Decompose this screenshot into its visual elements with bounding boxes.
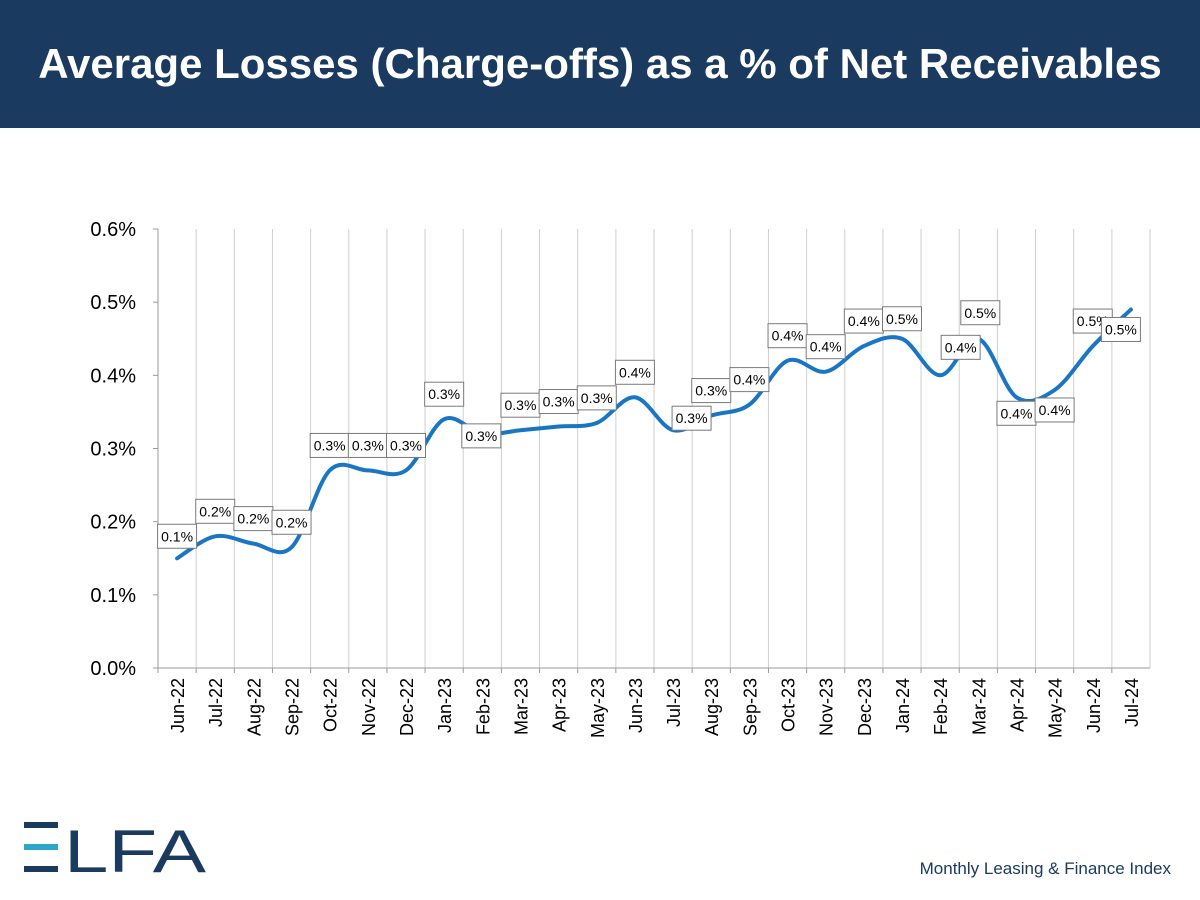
data-label: 0.3%	[465, 428, 497, 444]
data-label-box	[576, 385, 617, 411]
x-tick-label: Jul-22	[206, 678, 226, 727]
data-label: 0.3%	[314, 437, 346, 453]
x-tick-label: Aug-23	[702, 678, 722, 736]
page-title: Average Losses (Charge-offs) as a % of N…	[38, 40, 1162, 87]
x-tick-label: Nov-22	[359, 678, 379, 736]
data-label: 0.4%	[810, 339, 842, 355]
data-label-box	[960, 300, 1001, 326]
x-tick-label: Mar-24	[969, 678, 989, 735]
y-tick-label: 0.4%	[90, 365, 136, 387]
data-label-box	[1100, 316, 1141, 342]
data-label-box	[1034, 397, 1075, 423]
data-label: 0.5%	[1105, 321, 1137, 337]
data-label-box	[671, 405, 712, 431]
data-label-box	[614, 359, 655, 385]
data-label-box	[386, 432, 426, 458]
y-tick-label: 0.2%	[90, 512, 136, 534]
x-tick-label: Dec-23	[855, 678, 875, 736]
x-tick-label: Nov-23	[817, 678, 837, 736]
data-label-box	[347, 432, 388, 458]
data-label: 0.5%	[1077, 313, 1109, 329]
x-tick-label: May-23	[588, 678, 608, 738]
x-tick-label: Jul-23	[664, 678, 684, 727]
data-label-box	[461, 423, 502, 449]
data-label: 0.3%	[581, 390, 613, 406]
data-label: 0.4%	[848, 313, 880, 329]
data-label: 0.1%	[161, 528, 193, 544]
data-label: 0.2%	[276, 514, 308, 530]
data-label-box	[691, 378, 732, 404]
data-label: 0.4%	[945, 339, 977, 355]
footer-index-name: Monthly Leasing & Finance Index	[919, 859, 1171, 878]
x-tick-label: Jun-24	[1084, 678, 1104, 733]
data-label: 0.4%	[772, 328, 804, 344]
x-tick-label: Sep-22	[283, 678, 303, 736]
y-tick-label: 0.3%	[90, 439, 136, 461]
data-label-box	[729, 367, 770, 393]
x-tick-label: Dec-22	[397, 678, 417, 736]
data-label-box	[500, 392, 541, 418]
x-tick-label: Feb-23	[473, 678, 493, 735]
data-label: 0.2%	[199, 503, 231, 519]
data-label: 0.3%	[352, 437, 384, 453]
x-tick-label: Jun-22	[168, 678, 188, 733]
x-tick-label: Oct-23	[779, 678, 799, 732]
data-label: 0.4%	[1039, 402, 1071, 418]
x-tick-label: Aug-22	[244, 678, 264, 736]
data-label: 0.3%	[505, 397, 537, 413]
data-label-box	[882, 306, 922, 332]
x-tick-label: Apr-24	[1007, 678, 1027, 732]
data-label-box	[424, 381, 465, 407]
y-tick-label: 0.0%	[90, 658, 136, 680]
data-label-box	[233, 506, 274, 532]
data-label: 0.3%	[695, 383, 727, 399]
x-tick-label: Jan-23	[435, 678, 455, 733]
x-tick-label: Apr-23	[550, 678, 570, 732]
x-tick-label: Jan-24	[893, 678, 913, 733]
data-label: 0.3%	[428, 386, 460, 402]
y-tick-label: 0.1%	[90, 585, 136, 607]
data-label: 0.4%	[619, 364, 651, 380]
data-label-box	[538, 389, 579, 415]
data-label-box	[271, 509, 312, 535]
x-tick-label: Jul-24	[1122, 678, 1142, 727]
data-label: 0.3%	[543, 394, 575, 410]
svg-text:LFA: LFA	[64, 822, 206, 874]
data-label: 0.4%	[1001, 405, 1033, 421]
header-banner: Average Losses (Charge-offs) as a % of N…	[0, 0, 1200, 128]
x-tick-label: Mar-23	[511, 678, 531, 735]
x-tick-label: Jun-23	[626, 678, 646, 733]
data-label: 0.5%	[964, 305, 996, 321]
x-tick-label: Feb-24	[931, 678, 951, 735]
x-tick-label: Oct-22	[321, 678, 341, 732]
data-label: 0.3%	[390, 437, 422, 453]
x-tick-label: May-24	[1046, 678, 1066, 738]
data-label: 0.2%	[237, 511, 269, 527]
data-label-box	[195, 498, 236, 524]
data-label-box	[157, 523, 198, 549]
data-label: 0.4%	[733, 372, 765, 388]
elfa-logo: LFA	[24, 822, 206, 874]
x-tick-label: Sep-23	[740, 678, 760, 736]
y-tick-label: 0.5%	[90, 292, 136, 314]
data-label-box	[805, 334, 846, 360]
data-label: 0.3%	[676, 410, 708, 426]
data-label-box	[940, 334, 981, 360]
y-tick-label: 0.6%	[90, 219, 136, 241]
data-label: 0.5%	[886, 311, 918, 327]
